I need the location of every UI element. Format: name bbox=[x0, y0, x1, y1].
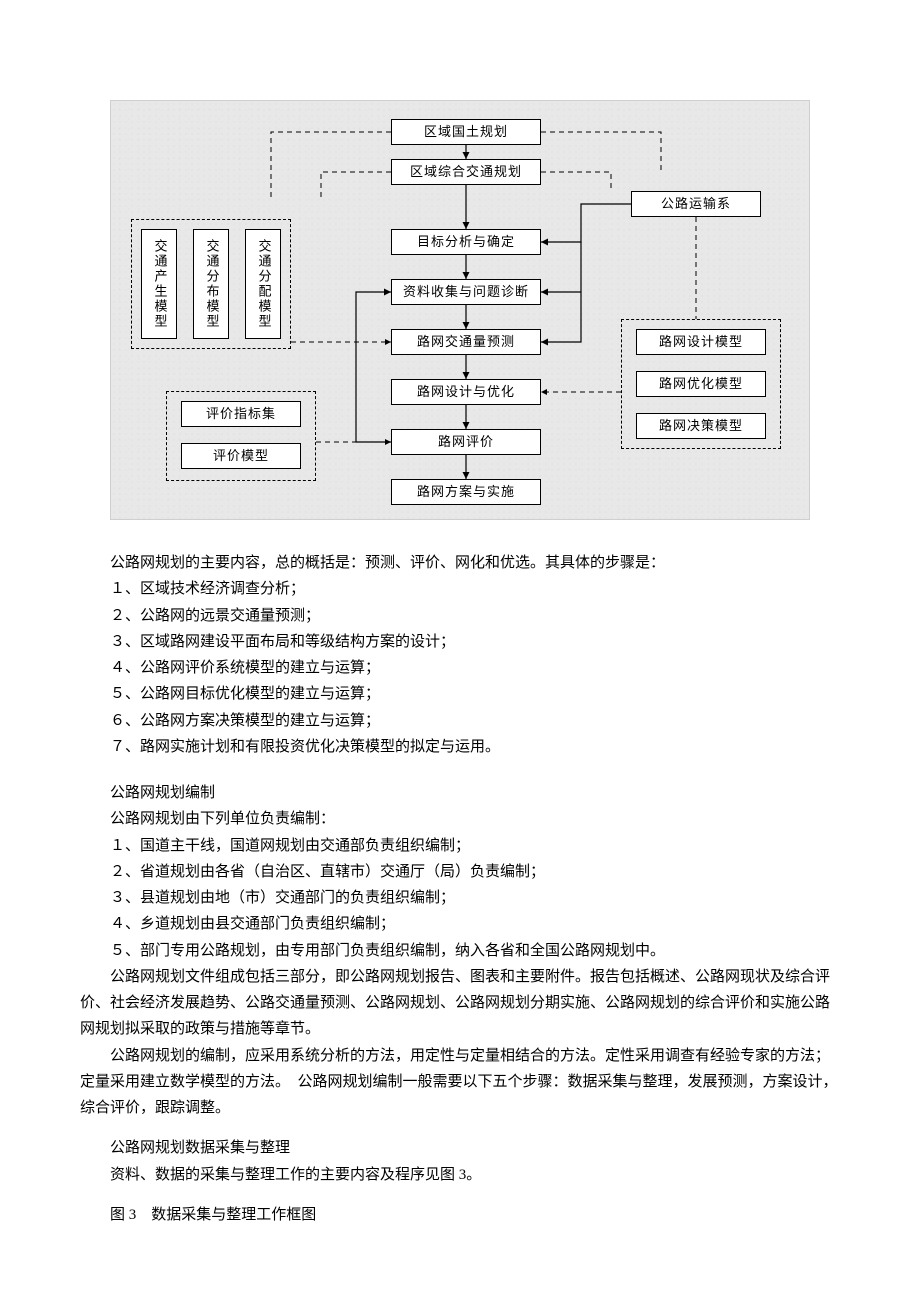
node-network-design-model: 路网设计模型 bbox=[636, 329, 766, 355]
step2-4: ４、乡道规划由县交通部门负责组织编制； bbox=[80, 911, 840, 937]
node-traffic-forecast: 路网交通量预测 bbox=[391, 329, 541, 355]
node-data-collection: 资料收集与问题诊断 bbox=[391, 279, 541, 305]
page: 区域国土规划 区域综合交通规划 目标分析与确定 资料收集与问题诊断 路网交通量预… bbox=[0, 100, 920, 1228]
node-traffic-generation-model: 交通产生模型 bbox=[141, 229, 177, 339]
step1-7: ７、路网实施计划和有限投资优化决策模型的拟定与运用。 bbox=[80, 734, 840, 760]
node-highway-transport-system: 公路运输系 bbox=[631, 191, 761, 217]
heading-compilation: 公路网规划编制 bbox=[80, 780, 840, 806]
heading-data-collection: 公路网规划数据采集与整理 bbox=[80, 1135, 840, 1161]
node-eval-index-set: 评价指标集 bbox=[181, 401, 301, 427]
step1-1: １、区域技术经济调查分析； bbox=[80, 576, 840, 602]
label: 交通分布模型 bbox=[204, 239, 219, 329]
node-eval-model: 评价模型 bbox=[181, 443, 301, 469]
step1-5: ５、公路网目标优化模型的建立与运算； bbox=[80, 681, 840, 707]
text-content: 公路网规划的主要内容，总的概括是：预测、评价、网化和优选。其具体的步骤是： １、… bbox=[80, 550, 840, 1228]
step2-2: ２、省道规划由各省（自治区、直辖市）交通厅（局）负责编制； bbox=[80, 859, 840, 885]
paragraph-intro: 公路网规划的主要内容，总的概括是：预测、评价、网化和优选。其具体的步骤是： bbox=[80, 550, 840, 576]
step1-3: ３、区域路网建设平面布局和等级结构方案的设计； bbox=[80, 629, 840, 655]
step1-6: ６、公路网方案决策模型的建立与运算； bbox=[80, 708, 840, 734]
diagram-container: 区域国土规划 区域综合交通规划 目标分析与确定 资料收集与问题诊断 路网交通量预… bbox=[110, 100, 810, 520]
step2-1: １、国道主干线，国道网规划由交通部负责组织编制； bbox=[80, 833, 840, 859]
paragraph-compilation-intro: 公路网规划由下列单位负责编制： bbox=[80, 806, 840, 832]
node-goal-analysis: 目标分析与确定 bbox=[391, 229, 541, 255]
step1-4: ４、公路网评价系统模型的建立与运算； bbox=[80, 655, 840, 681]
paragraph-data-collection: 资料、数据的采集与整理工作的主要内容及程序见图 3。 bbox=[80, 1162, 840, 1188]
node-network-design: 路网设计与优化 bbox=[391, 379, 541, 405]
step2-3: ３、县道规划由地（市）交通部门的负责组织编制； bbox=[80, 885, 840, 911]
node-traffic-assignment-model: 交通分配模型 bbox=[245, 229, 281, 339]
node-regional-transport-planning: 区域综合交通规划 bbox=[391, 159, 541, 185]
node-regional-land-planning: 区域国土规划 bbox=[391, 119, 541, 145]
node-network-evaluation: 路网评价 bbox=[391, 429, 541, 455]
figure3-caption: 图 3 数据采集与整理工作框图 bbox=[80, 1202, 840, 1228]
flowchart-diagram: 区域国土规划 区域综合交通规划 目标分析与确定 资料收集与问题诊断 路网交通量预… bbox=[110, 100, 810, 520]
paragraph-methods: 公路网规划的编制，应采用系统分析的方法，用定性与定量相结合的方法。定性采用调查有… bbox=[80, 1043, 840, 1122]
node-network-optimization-model: 路网优化模型 bbox=[636, 371, 766, 397]
node-implementation: 路网方案与实施 bbox=[391, 479, 541, 505]
label: 交通产生模型 bbox=[152, 239, 167, 329]
node-network-decision-model: 路网决策模型 bbox=[636, 413, 766, 439]
paragraph-doc-composition: 公路网规划文件组成包括三部分，即公路网规划报告、图表和主要附件。报告包括概述、公… bbox=[80, 964, 840, 1043]
node-traffic-distribution-model: 交通分布模型 bbox=[193, 229, 229, 339]
step1-2: ２、公路网的远景交通量预测； bbox=[80, 603, 840, 629]
step2-5: ５、部门专用公路规划，由专用部门负责组织编制，纳入各省和全国公路网规划中。 bbox=[80, 938, 840, 964]
label: 交通分配模型 bbox=[256, 239, 271, 329]
